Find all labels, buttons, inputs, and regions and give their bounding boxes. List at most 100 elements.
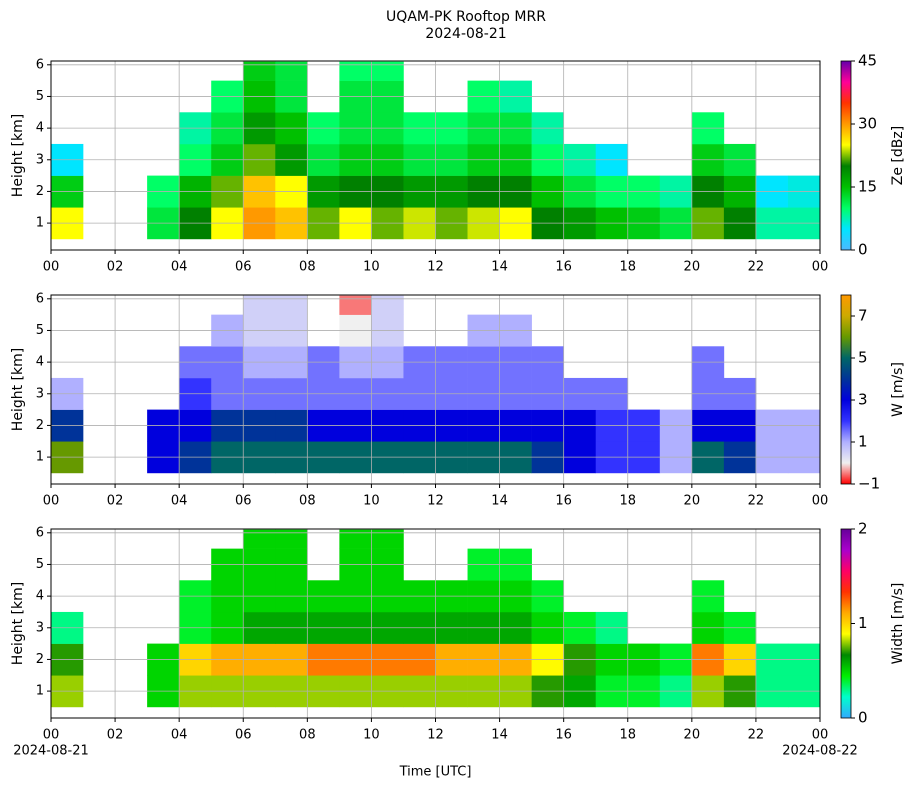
heatmap-cell: [275, 61, 308, 81]
colorbar-tick-label: 1: [858, 614, 868, 632]
x-tick-label: 20: [684, 494, 701, 509]
x-tick-label: 08: [299, 494, 316, 509]
colorbar-tick-label: 15: [858, 178, 877, 196]
date-label: 2024-08-21: [13, 744, 89, 759]
x-tick-label: 00: [812, 260, 829, 275]
heatmap-cell: [339, 529, 372, 549]
colorbar-tick-label: 30: [858, 115, 877, 133]
x-tick-label: 10: [363, 494, 380, 509]
x-tick-label: 22: [748, 728, 765, 743]
x-tick-label: 02: [107, 260, 124, 275]
heatmap-cell: [275, 295, 308, 315]
colorbar-tick-label: 0: [858, 709, 868, 727]
x-tick-label: 16: [555, 260, 572, 275]
y-tick-label: 2: [36, 418, 44, 433]
heatmap-cell: [243, 61, 276, 81]
colorbar: [840, 294, 852, 485]
y-tick-label: 5: [36, 557, 44, 572]
x-tick-label: 00: [812, 494, 829, 509]
y-axis-label: Height [km]: [10, 348, 26, 431]
x-tick-label: 08: [299, 728, 316, 743]
colorbar-tick-label: 3: [858, 391, 868, 409]
colorbar-tick-label: 7: [858, 307, 868, 325]
chart-title: UQAM-PK Rooftop MRR: [386, 9, 546, 25]
colorbar-tick-label: 0: [858, 241, 868, 259]
x-tick-label: 22: [748, 260, 765, 275]
y-tick-label: 5: [36, 323, 44, 338]
y-tick-label: 2: [36, 184, 44, 199]
x-tick-label: 06: [235, 260, 252, 275]
heatmap-cell: [339, 295, 372, 315]
plot-frame: [50, 294, 821, 485]
x-tick-label: 18: [619, 494, 636, 509]
x-tick-label: 14: [491, 494, 508, 509]
y-tick-label: 6: [36, 291, 44, 306]
y-tick-label: 3: [36, 386, 44, 401]
colorbar-tick-label: 2: [858, 520, 868, 538]
colorbar: [840, 60, 852, 251]
heatmap-cell: [243, 529, 276, 549]
y-tick-label: 5: [36, 89, 44, 104]
x-tick-label: 04: [171, 728, 188, 743]
x-axis-label: Time [UTC]: [399, 765, 472, 780]
x-tick-label: 00: [812, 728, 829, 743]
y-tick-label: 4: [36, 355, 44, 370]
x-tick-label: 12: [427, 494, 444, 509]
heatmap-cell: [371, 529, 404, 549]
y-axis-label: Height [km]: [10, 114, 26, 197]
y-tick-label: 6: [36, 57, 44, 72]
x-tick-label: 00: [43, 728, 60, 743]
x-tick-label: 22: [748, 494, 765, 509]
x-tick-label: 12: [427, 260, 444, 275]
x-tick-label: 10: [363, 728, 380, 743]
x-tick-label: 02: [107, 494, 124, 509]
x-tick-label: 06: [235, 728, 252, 743]
y-tick-label: 3: [36, 620, 44, 635]
x-tick-label: 00: [43, 494, 60, 509]
heatmap-cell: [339, 61, 372, 81]
heatmap-cell: [275, 529, 308, 549]
y-axis-label: Height [km]: [10, 582, 26, 665]
x-tick-label: 20: [684, 728, 701, 743]
y-tick-label: 1: [36, 684, 44, 699]
x-tick-label: 20: [684, 260, 701, 275]
y-tick-label: 1: [36, 450, 44, 465]
x-tick-label: 14: [491, 260, 508, 275]
date-label: 2024-08-22: [782, 744, 858, 759]
heatmap-cell: [243, 295, 276, 315]
x-tick-label: 10: [363, 260, 380, 275]
y-tick-label: 3: [36, 152, 44, 167]
x-tick-label: 16: [555, 728, 572, 743]
y-tick-label: 4: [36, 121, 44, 136]
colorbar-tick-label: 1: [858, 433, 868, 451]
heatmap-cell: [371, 295, 404, 315]
colorbar-tick-label: 5: [858, 349, 868, 367]
x-tick-label: 08: [299, 260, 316, 275]
x-tick-label: 18: [619, 728, 636, 743]
colorbar-tick-label: −1: [858, 475, 880, 493]
plot-frame: [50, 528, 821, 719]
x-tick-label: 14: [491, 728, 508, 743]
chart-subtitle: 2024-08-21: [425, 26, 506, 42]
x-tick-label: 04: [171, 494, 188, 509]
plot-frame: [50, 60, 821, 251]
y-tick-label: 6: [36, 525, 44, 540]
colorbar-label: Width [m/s]: [890, 583, 906, 665]
colorbar-label: Ze [dBz]: [890, 126, 906, 185]
x-tick-label: 16: [555, 494, 572, 509]
colorbar-tick-label: 45: [858, 52, 877, 70]
y-tick-label: 2: [36, 652, 44, 667]
x-tick-label: 12: [427, 728, 444, 743]
y-tick-label: 4: [36, 589, 44, 604]
x-tick-label: 06: [235, 494, 252, 509]
colorbar: [840, 528, 852, 719]
heatmap-cell: [371, 61, 404, 81]
x-tick-label: 18: [619, 260, 636, 275]
x-tick-label: 04: [171, 260, 188, 275]
x-tick-label: 00: [43, 260, 60, 275]
y-tick-label: 1: [36, 216, 44, 231]
colorbar-label: W [m/s]: [890, 362, 906, 417]
x-tick-label: 02: [107, 728, 124, 743]
